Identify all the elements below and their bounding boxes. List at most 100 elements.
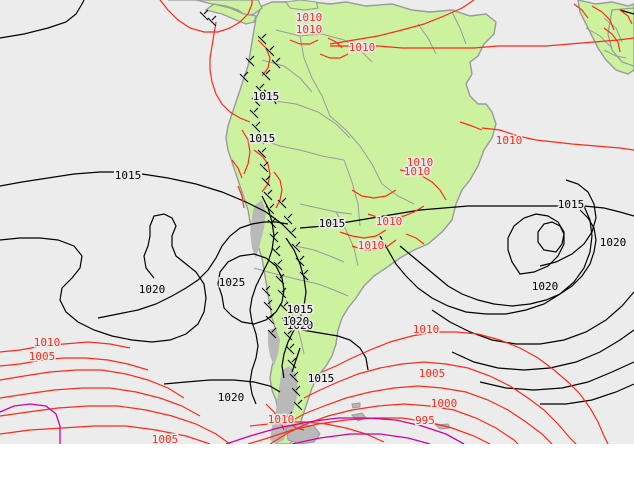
isobar-black-atlantic-right3 xyxy=(479,361,634,391)
isobar-label: 1005 xyxy=(29,350,56,363)
isobar-magenta-south2 xyxy=(291,433,431,444)
isobar-red-africa2 xyxy=(603,27,621,53)
isobars-red xyxy=(0,0,634,444)
isobar-label-halo: 1010 xyxy=(34,336,61,349)
isobar-red-1005-south xyxy=(0,357,149,371)
isobar-label: 1005 xyxy=(419,367,446,380)
isobar-label: 1020 xyxy=(218,391,245,404)
isobar-magenta-south xyxy=(225,417,465,444)
isobar-black-1015-mid xyxy=(263,89,277,105)
isobar-label-halo: 1015 xyxy=(253,90,280,103)
isobar-label-halo: 1020 xyxy=(287,319,314,332)
isobar-label-halo: 1010 xyxy=(404,165,431,178)
country-borders xyxy=(253,11,627,355)
isobar-label-halo: 1015 xyxy=(287,303,314,316)
isobar-label: 1015 xyxy=(319,217,346,230)
isobar-label: 1015 xyxy=(308,372,335,385)
isobar-red-1005-band3 xyxy=(0,425,211,444)
isobar-label: 1000 xyxy=(431,397,458,410)
isobar-red-arg-1010 xyxy=(249,421,385,443)
isobar-label: 1015 xyxy=(287,303,314,316)
isobar-label-halo: 1020 xyxy=(139,283,166,296)
isobar-red-africa3 xyxy=(573,3,589,19)
isobar-label-halo: 1010 xyxy=(268,413,295,426)
isobar-label-halo: 1020 xyxy=(532,280,559,293)
isobar-label-halo: 995 xyxy=(415,414,435,427)
isobar-black-top-left xyxy=(0,0,85,39)
land-andes-grey-north xyxy=(250,200,266,258)
isobar-red-1010-south xyxy=(0,341,131,353)
isobar-label: 1020 xyxy=(287,319,314,332)
isobar-red-1000-satl xyxy=(285,385,553,444)
isobar-label: 1020 xyxy=(600,236,627,249)
isobar-red-brazil-inner3 xyxy=(339,229,387,239)
land-small-island-a xyxy=(351,402,361,409)
isobar-black-1020-left xyxy=(0,213,207,343)
isobar-red-tdf xyxy=(287,421,305,431)
isobar-label-halo: 1010 xyxy=(349,41,376,54)
isobar-label-halo: 1005 xyxy=(419,367,446,380)
landmass-group xyxy=(168,0,634,444)
isobar-red-brazil-interior xyxy=(351,169,447,201)
isobar-black-1020-curve xyxy=(97,221,289,319)
map-canvas[interactable]: 1015101510151015101510151015101510151015… xyxy=(0,0,634,444)
isobars-black xyxy=(0,0,634,405)
isobar-label-halo: 1000 xyxy=(431,397,458,410)
isobar-label: 1020 xyxy=(283,315,310,328)
isobar-red-north-trough xyxy=(159,0,253,33)
isobar-label: 1025 xyxy=(219,276,246,289)
isobar-label: 1020 xyxy=(532,280,559,293)
isobar-black-atlantic-1020b xyxy=(379,205,593,315)
isobar-black-atlantic-right4 xyxy=(540,383,634,405)
isobar-labels-red: 1010101010101010101010101010101010101010… xyxy=(27,10,524,445)
isobar-red-1010-band xyxy=(0,369,185,399)
isobar-red-itcz-main xyxy=(209,21,251,123)
isobar-label-halo: 1025 xyxy=(219,276,246,289)
land-south-america xyxy=(225,1,497,444)
isobar-labels-black: 1015101510151015101510151015101510151015… xyxy=(113,89,628,406)
isobar-label-halo: 1020 xyxy=(218,391,245,404)
isobar-red-1005-band xyxy=(0,387,201,417)
isobar-label-halo: 1015 xyxy=(115,169,142,182)
isobar-label-halo: 1010 xyxy=(376,215,403,228)
isobar-red-995-satl xyxy=(269,403,519,444)
isobar-label-halo: 1015 xyxy=(558,198,585,211)
isobar-label: 1010 xyxy=(34,336,61,349)
isobar-red-1005-band2 xyxy=(0,405,231,444)
isobar-red-1010-brazil xyxy=(481,127,634,151)
isobar-label-halo: 1020 xyxy=(600,236,627,249)
isobar-label: 1015 xyxy=(249,132,276,145)
isobar-label-halo: 1005 xyxy=(152,433,179,444)
isobar-black-andes-1015 xyxy=(249,195,275,405)
isobar-label: 1005 xyxy=(152,433,179,444)
isobar-label: 1010 xyxy=(358,239,385,252)
isobar-label-halo: 1015 xyxy=(319,217,346,230)
isobar-black-atlantic-right1 xyxy=(431,291,634,345)
isobar-red-1010-atl xyxy=(330,37,634,49)
isobar-black-atlantic-1020-lbl xyxy=(539,179,597,267)
isobar-red-patagonia xyxy=(265,403,285,431)
isobar-red-chile-small xyxy=(237,129,251,209)
isobar-red-andes-a xyxy=(253,149,271,193)
isobar-label: 1010 xyxy=(407,156,434,169)
isobars-magenta xyxy=(0,403,465,444)
isobar-label: 1010 xyxy=(296,23,323,36)
isobar-red-1010-satl xyxy=(321,331,609,444)
land-patagonia-ice xyxy=(270,366,298,444)
isobar-red-brazil-inner2 xyxy=(367,205,425,219)
isobar-label: 1020 xyxy=(139,283,166,296)
land-caribbean-islands xyxy=(285,0,319,11)
map-panel[interactable]: 1015 1015 1015 1015 1015 1015 1015 1015 1015 1015… xyxy=(0,0,634,444)
land-coast-grey-chile xyxy=(268,328,280,366)
isobar-black-far-north xyxy=(619,9,634,15)
isobar-red-1010-ne xyxy=(459,121,483,131)
isobar-label: 1015 xyxy=(115,169,142,182)
isobar-magenta-sw xyxy=(0,403,61,444)
isobar-red-1005-satl xyxy=(303,361,577,444)
isobar-black-chile-b xyxy=(301,329,369,371)
isobar-label-halo: 1010 xyxy=(358,239,385,252)
isobar-black-1020-south xyxy=(163,347,301,393)
isobar-label-halo: 1015 xyxy=(308,372,335,385)
isobar-label: 995 xyxy=(415,414,435,427)
isobar-label: 1010 xyxy=(349,41,376,54)
